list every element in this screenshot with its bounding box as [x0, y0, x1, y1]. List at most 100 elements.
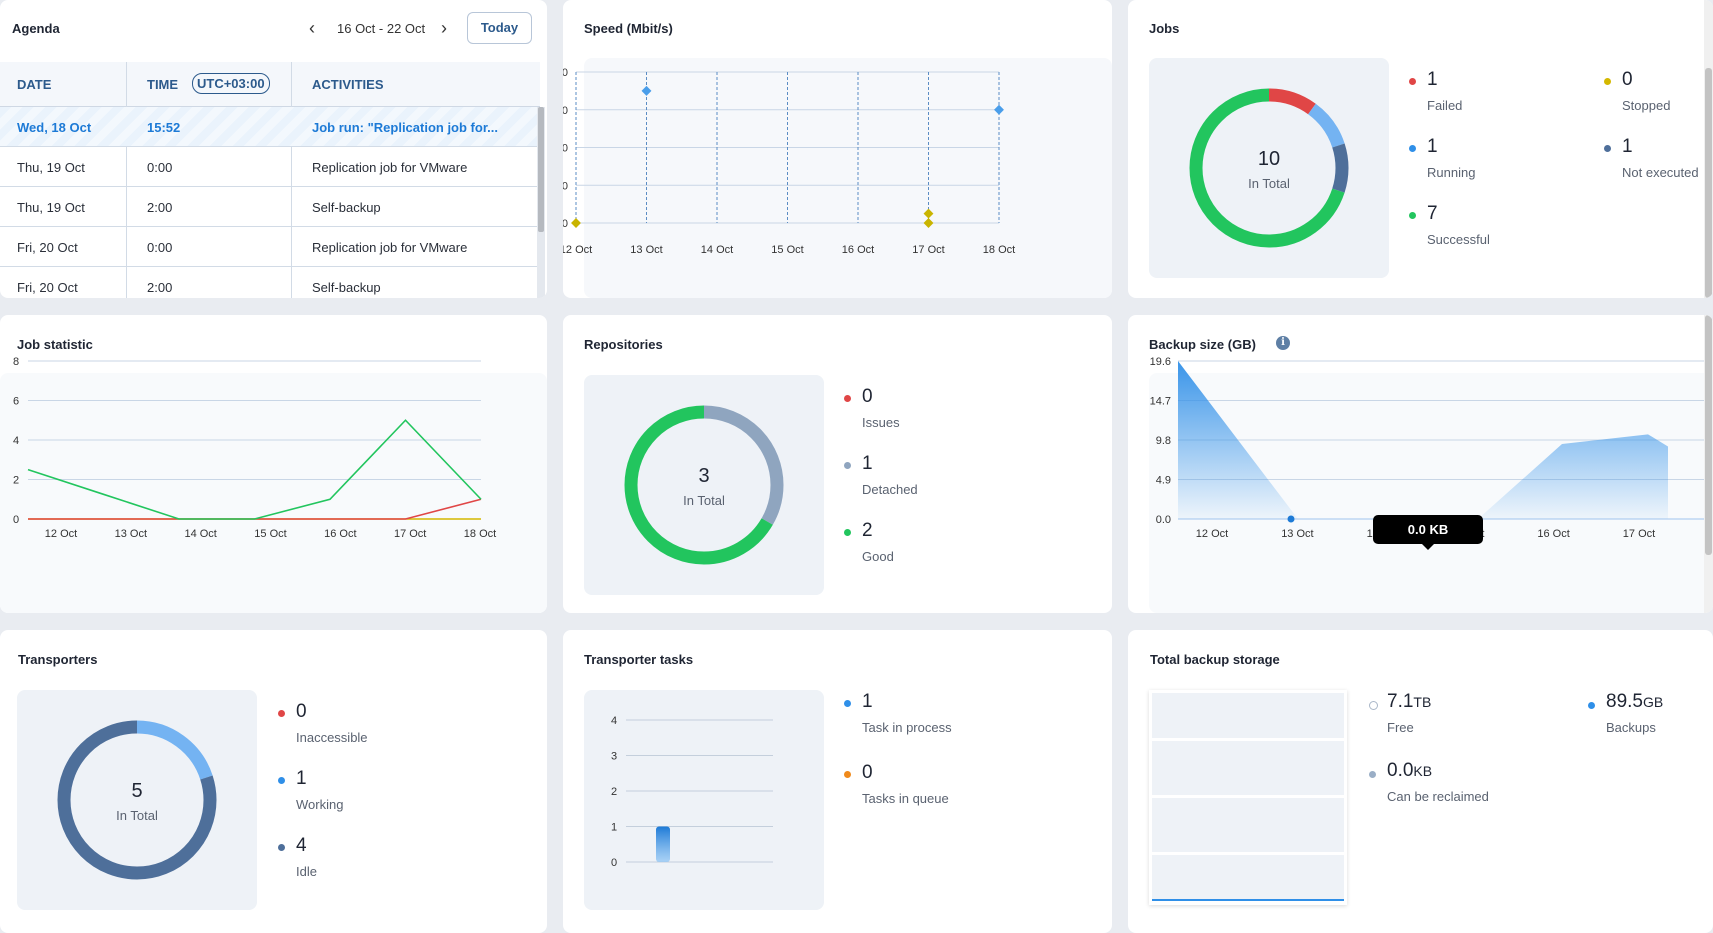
y-tick-label: 4 [611, 715, 617, 727]
agenda-scrollbar[interactable] [537, 107, 545, 298]
donut-segment-idle [57, 720, 217, 880]
good-value: 2 [862, 520, 873, 541]
x-tick-label: 17 Oct [1623, 528, 1655, 540]
x-tick-label: 14 Oct [184, 528, 216, 540]
tasks-in-queue-value: 0 [862, 762, 873, 783]
donut-segment-good [624, 405, 784, 565]
x-tick-label: 13 Oct [630, 244, 662, 256]
idle-value: 4 [296, 835, 307, 856]
x-tick-label: 15 Oct [771, 244, 803, 256]
backups-value: 89.5GB [1606, 691, 1664, 712]
free-label: Free [1387, 720, 1414, 735]
data-point [994, 104, 1004, 115]
task-in-process-label: Task in process [862, 720, 952, 735]
x-tick-label: 13 Oct [115, 528, 147, 540]
job-statistic-title: Job statistic [17, 337, 93, 352]
y-tick-label: 3 [611, 751, 617, 763]
free-value: 7.1TB [1387, 691, 1432, 712]
job-statistic-card: Job statistic 0 2 4 6 8 12 Oct 13 Oct 14 Oct 15 … [0, 315, 547, 613]
not-executed-label: Not executed [1622, 165, 1699, 180]
series-line [28, 498, 482, 520]
working-value: 1 [296, 768, 307, 789]
not-executed-value: 1 [1622, 136, 1633, 157]
task-bar [656, 826, 670, 862]
transporters-total-value: 5 [131, 780, 143, 802]
jobs-donut-chart [1189, 88, 1349, 248]
donut-segment-successful [1189, 88, 1349, 248]
agenda-row[interactable]: Fri, 20 Oct 0:00 Replication job for VMw… [0, 227, 537, 267]
x-tick-label: 17 Oct [912, 244, 944, 256]
row-time: 0:00 [147, 240, 173, 255]
x-tick-label: 13 Oct [1281, 528, 1313, 540]
y-tick-label: 4.9 [1156, 475, 1171, 487]
transporters-total-label: In Total [116, 808, 158, 823]
speed-plot-group: 0.0 200.0 400.0 600.0 800.0 12 Oct 13 Oct 14 Oc… [563, 67, 1015, 256]
backup-size-title: Backup size (GB) [1149, 337, 1256, 352]
stopped-value: 0 [1622, 69, 1633, 90]
issues-value: 0 [862, 386, 873, 407]
y-tick-label: 0.0 [1156, 514, 1171, 526]
good-dot [844, 529, 851, 536]
running-dot [1409, 145, 1416, 152]
not-executed-dot [1604, 145, 1611, 152]
inaccessible-value: 0 [296, 701, 307, 722]
jobs-total-label: In Total [1248, 176, 1290, 191]
backups-label: Backups [1606, 720, 1656, 735]
row-activity: Replication job for VMware [312, 160, 468, 175]
failed-value: 1 [1427, 69, 1438, 90]
page-scrollbar[interactable] [1704, 0, 1713, 298]
failed-label: Failed [1427, 98, 1463, 113]
col-divider [126, 62, 127, 298]
info-icon[interactable]: i [1276, 336, 1290, 350]
agenda-title: Agenda [12, 21, 60, 36]
total-storage-card: Total backup storage 7.1TB Free 89.5GB B… [1128, 630, 1713, 933]
inaccessible-dot [278, 710, 285, 717]
y-tick-label: 6 [13, 396, 19, 408]
total-storage-title: Total backup storage [1150, 652, 1280, 667]
agenda-row[interactable]: Fri, 20 Oct 2:00 Self-backup [0, 267, 537, 298]
speed-plot-area [584, 58, 1112, 298]
good-label: Good [862, 549, 894, 564]
transporters-title: Transporters [18, 652, 98, 667]
job-statistic-plot-area [0, 373, 547, 613]
data-point [923, 208, 934, 219]
series-line [27, 419, 482, 520]
task-in-process-value: 1 [862, 691, 873, 712]
y-tick-label: 2 [611, 786, 617, 798]
page-scrollbar-track[interactable] [1704, 315, 1713, 613]
x-tick-label: 14 Oct [701, 244, 733, 256]
reclaimable-label: Can be reclaimed [1387, 789, 1489, 804]
date-range: 16 Oct - 22 Oct [337, 21, 426, 36]
repositories-card: Repositories 3 In Total 0 Issues 1 Detac… [563, 315, 1112, 613]
reclaimable-value: 0.0KB [1387, 760, 1433, 781]
tasks-in-queue-label: Tasks in queue [862, 791, 949, 806]
reclaimable-dot [1369, 771, 1376, 778]
y-tick-label: 400.0 [563, 143, 568, 155]
next-week-icon[interactable]: › [441, 18, 447, 38]
y-tick-label: 0.0 [563, 218, 568, 230]
repositories-title: Repositories [584, 337, 663, 352]
successful-value: 7 [1427, 203, 1438, 224]
agenda-row[interactable]: Wed, 18 Oct 15:52 Job run: "Replication … [0, 107, 537, 147]
row-time: 0:00 [147, 160, 173, 175]
y-tick-label: 600.0 [563, 105, 568, 117]
y-tick-label: 2 [13, 475, 19, 487]
prev-week-icon[interactable]: ‹ [309, 18, 315, 38]
repositories-total-value: 3 [698, 465, 710, 487]
today-button[interactable]: Today [467, 12, 532, 44]
y-tick-label: 19.6 [1150, 356, 1171, 368]
agenda-row[interactable]: Thu, 19 Oct 0:00 Replication job for VMw… [0, 147, 537, 187]
row-date: Thu, 19 Oct [17, 160, 85, 175]
agenda-row[interactable]: Thu, 19 Oct 2:00 Self-backup [0, 187, 537, 227]
inaccessible-label: Inaccessible [296, 730, 368, 745]
y-tick-label: 0 [13, 514, 19, 526]
detached-dot [844, 462, 851, 469]
y-tick-label: 1 [611, 822, 617, 834]
col-activities: ACTIVITIES [312, 77, 384, 92]
y-tick-label: 200.0 [563, 180, 568, 192]
transporter-tasks-chart-panel [584, 690, 824, 910]
y-tick-label: 8 [13, 356, 19, 368]
issues-label: Issues [862, 415, 900, 430]
timezone-badge[interactable]: UTC+03:00 [192, 73, 270, 94]
backup-size-tooltip: 0.0 KB [1373, 515, 1483, 550]
